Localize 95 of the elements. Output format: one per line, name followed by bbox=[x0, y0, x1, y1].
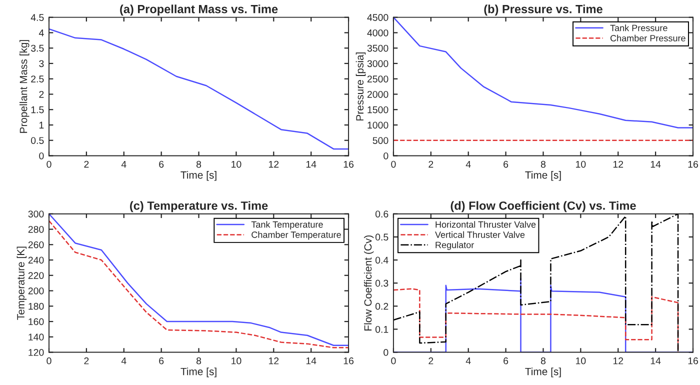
x-tick-label: 12 bbox=[613, 160, 624, 168]
y-tick-label: 200 bbox=[28, 287, 44, 294]
chart-title: (b) Pressure vs. Time bbox=[484, 4, 602, 16]
legend-label: Tank Temperature bbox=[251, 221, 323, 230]
x-tick-label: 4 bbox=[466, 357, 471, 364]
y-tick-label: 280 bbox=[28, 226, 44, 233]
y-tick-label: 120 bbox=[28, 349, 44, 356]
x-tick-label: 8 bbox=[540, 357, 546, 364]
y-axis-title: Flow Coefficient (Cv) bbox=[364, 235, 374, 330]
x-tick-label: 0 bbox=[46, 160, 52, 168]
line-series bbox=[393, 288, 679, 352]
y-tick-label: 4500 bbox=[367, 14, 388, 21]
legend-label: Tank Pressure bbox=[610, 24, 668, 32]
y-tick-label: 1 bbox=[39, 122, 44, 128]
x-tick-label: 12 bbox=[268, 357, 279, 364]
y-axis-title: Temperature [K] bbox=[16, 246, 27, 320]
y-tick-label: 3 bbox=[39, 60, 44, 68]
x-tick-label: 8 bbox=[196, 160, 202, 168]
x-tick-label: 2 bbox=[428, 160, 434, 168]
y-tick-label: 0 bbox=[384, 152, 388, 160]
line-series bbox=[393, 214, 679, 352]
y-tick-label: 0.6 bbox=[375, 210, 388, 218]
legend-label: Horizontal Thruster Valve bbox=[436, 221, 536, 228]
x-tick-label: 14 bbox=[306, 357, 316, 364]
y-axis-title: Pressure [psia] bbox=[356, 52, 366, 120]
y-tick-label: 0.1 bbox=[375, 326, 388, 333]
x-tick-label: 10 bbox=[576, 357, 586, 364]
y-tick-label: 3500 bbox=[367, 44, 388, 52]
x-tick-label: 16 bbox=[688, 160, 698, 168]
y-tick-label: 140 bbox=[28, 334, 44, 341]
x-tick-label: 6 bbox=[504, 357, 508, 364]
y-tick-label: 2500 bbox=[367, 76, 388, 82]
x-axis-title: Time [s] bbox=[525, 171, 561, 181]
x-tick-label: 6 bbox=[159, 357, 164, 364]
y-tick-label: 0.5 bbox=[375, 234, 388, 241]
y-tick-label: 160 bbox=[28, 318, 44, 326]
y-tick-label: 260 bbox=[28, 241, 44, 248]
x-tick-label: 2 bbox=[84, 160, 89, 168]
y-tick-label: 3.5 bbox=[30, 44, 44, 52]
x-tick-label: 16 bbox=[344, 160, 354, 168]
y-tick-label: 2.5 bbox=[31, 76, 44, 82]
chart-title: (c) Temperature vs. Time bbox=[130, 201, 268, 212]
x-tick-label: 2 bbox=[84, 357, 89, 364]
x-tick-label: 14 bbox=[650, 160, 661, 168]
y-tick-label: 500 bbox=[372, 137, 388, 144]
x-axis-title: Time [s] bbox=[180, 171, 216, 181]
legend-label: Vertical Thruster Valve bbox=[435, 231, 525, 238]
x-tick-label: 6 bbox=[504, 160, 508, 168]
x-tick-label: 6 bbox=[159, 160, 164, 168]
x-tick-label: 8 bbox=[540, 160, 546, 168]
y-tick-label: 0.5 bbox=[31, 137, 44, 144]
x-tick-label: 12 bbox=[268, 160, 279, 168]
x-tick-label: 16 bbox=[688, 357, 698, 364]
legend-label: Chamber Temperature bbox=[252, 231, 341, 240]
y-tick-label: 1500 bbox=[368, 106, 388, 114]
x-tick-label: 8 bbox=[196, 357, 202, 364]
x-tick-label: 4 bbox=[466, 160, 471, 168]
y-tick-label: 2 bbox=[39, 90, 44, 98]
line-series bbox=[49, 28, 349, 150]
y-tick-label: 4.5 bbox=[30, 14, 44, 21]
y-tick-label: 220 bbox=[28, 272, 44, 279]
y-tick-label: 0 bbox=[384, 349, 388, 356]
x-tick-label: 4 bbox=[121, 160, 126, 168]
y-tick-label: 1.5 bbox=[31, 106, 44, 114]
legend-label: Chamber Pressure bbox=[610, 34, 686, 42]
y-tick-label: 4 bbox=[38, 30, 44, 36]
y-tick-label: 0.4 bbox=[375, 256, 388, 264]
x-tick-label: 0 bbox=[391, 357, 396, 364]
y-tick-label: 2000 bbox=[367, 90, 388, 98]
x-tick-label: 10 bbox=[232, 160, 242, 168]
x-tick-label: 10 bbox=[232, 357, 242, 364]
x-tick-label: 14 bbox=[650, 357, 661, 364]
y-tick-label: 240 bbox=[28, 256, 44, 264]
y-tick-label: 0 bbox=[39, 152, 44, 160]
y-tick-label: 180 bbox=[28, 302, 44, 310]
legend-label: Regulator bbox=[436, 242, 474, 250]
x-tick-label: 10 bbox=[576, 160, 586, 168]
y-tick-label: 3000 bbox=[367, 60, 388, 68]
y-tick-label: 300 bbox=[28, 210, 44, 218]
y-tick-label: 0.2 bbox=[375, 302, 388, 310]
y-axis-title: Propellant Mass [kg] bbox=[20, 40, 30, 133]
x-tick-label: 0 bbox=[391, 160, 396, 168]
x-tick-label: 2 bbox=[428, 357, 434, 364]
x-axis-title: Time [s] bbox=[180, 368, 216, 378]
x-tick-label: 0 bbox=[46, 357, 52, 364]
x-tick-label: 4 bbox=[121, 357, 126, 364]
y-tick-label: 4000 bbox=[367, 29, 388, 36]
chart-title: (d) Flow Coefficient (Cv) vs. Time bbox=[450, 201, 636, 212]
x-axis-title: Time [s] bbox=[525, 368, 561, 378]
x-tick-label: 14 bbox=[306, 160, 316, 168]
chart-title: (a) Propellant Mass vs. Time bbox=[120, 4, 278, 16]
x-tick-label: 16 bbox=[344, 357, 354, 364]
x-tick-label: 12 bbox=[613, 357, 624, 364]
y-tick-label: 1000 bbox=[368, 122, 388, 129]
y-tick-label: 0.3 bbox=[375, 280, 388, 287]
